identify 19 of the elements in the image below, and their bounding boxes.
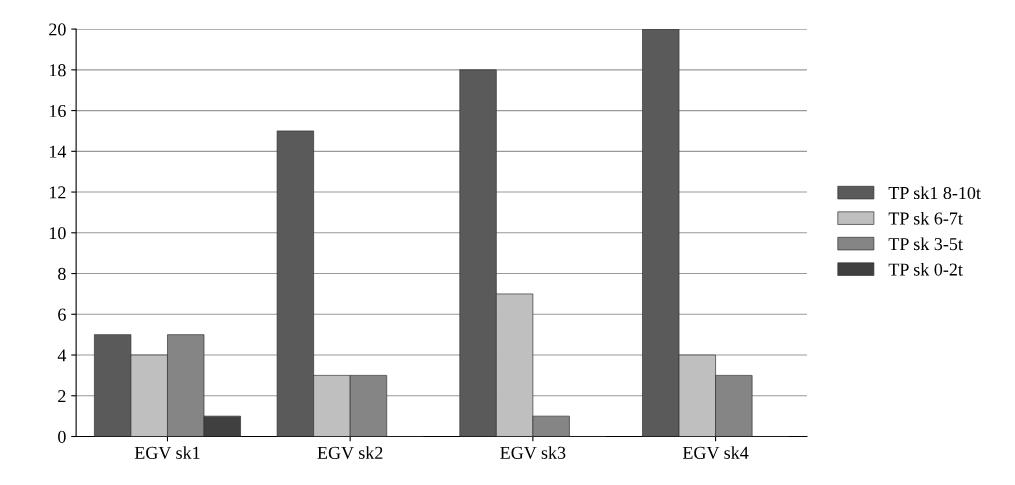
x-tick-label: EGV sk2 (317, 446, 383, 460)
y-tick-label: 8 (58, 267, 66, 280)
y-tick-label: 2 (58, 390, 66, 403)
y-tick-label: 4 (57, 349, 67, 362)
y-tick-label: 12 (49, 186, 66, 199)
legend-label: TP sk 0-2t (888, 262, 963, 276)
legend-label: TP sk1 8-10t (888, 186, 981, 200)
legend-label: TP sk 3-5t (888, 237, 963, 251)
y-tick-label: 18 (49, 64, 66, 77)
y-tick-label: 14 (49, 145, 67, 158)
legend-label: TP sk 6-7t (888, 211, 963, 225)
y-tick-label: 16 (49, 104, 66, 118)
x-tick-label: EGV sk3 (500, 446, 566, 460)
y-tick-label: 20 (49, 23, 66, 36)
y-tick-label: 6 (58, 308, 66, 321)
y-tick-label: 10 (49, 227, 66, 240)
x-tick-label: EGV sk4 (682, 446, 749, 460)
x-tick-label: EGV sk1 (134, 446, 200, 460)
y-tick-label: 0 (58, 430, 66, 443)
